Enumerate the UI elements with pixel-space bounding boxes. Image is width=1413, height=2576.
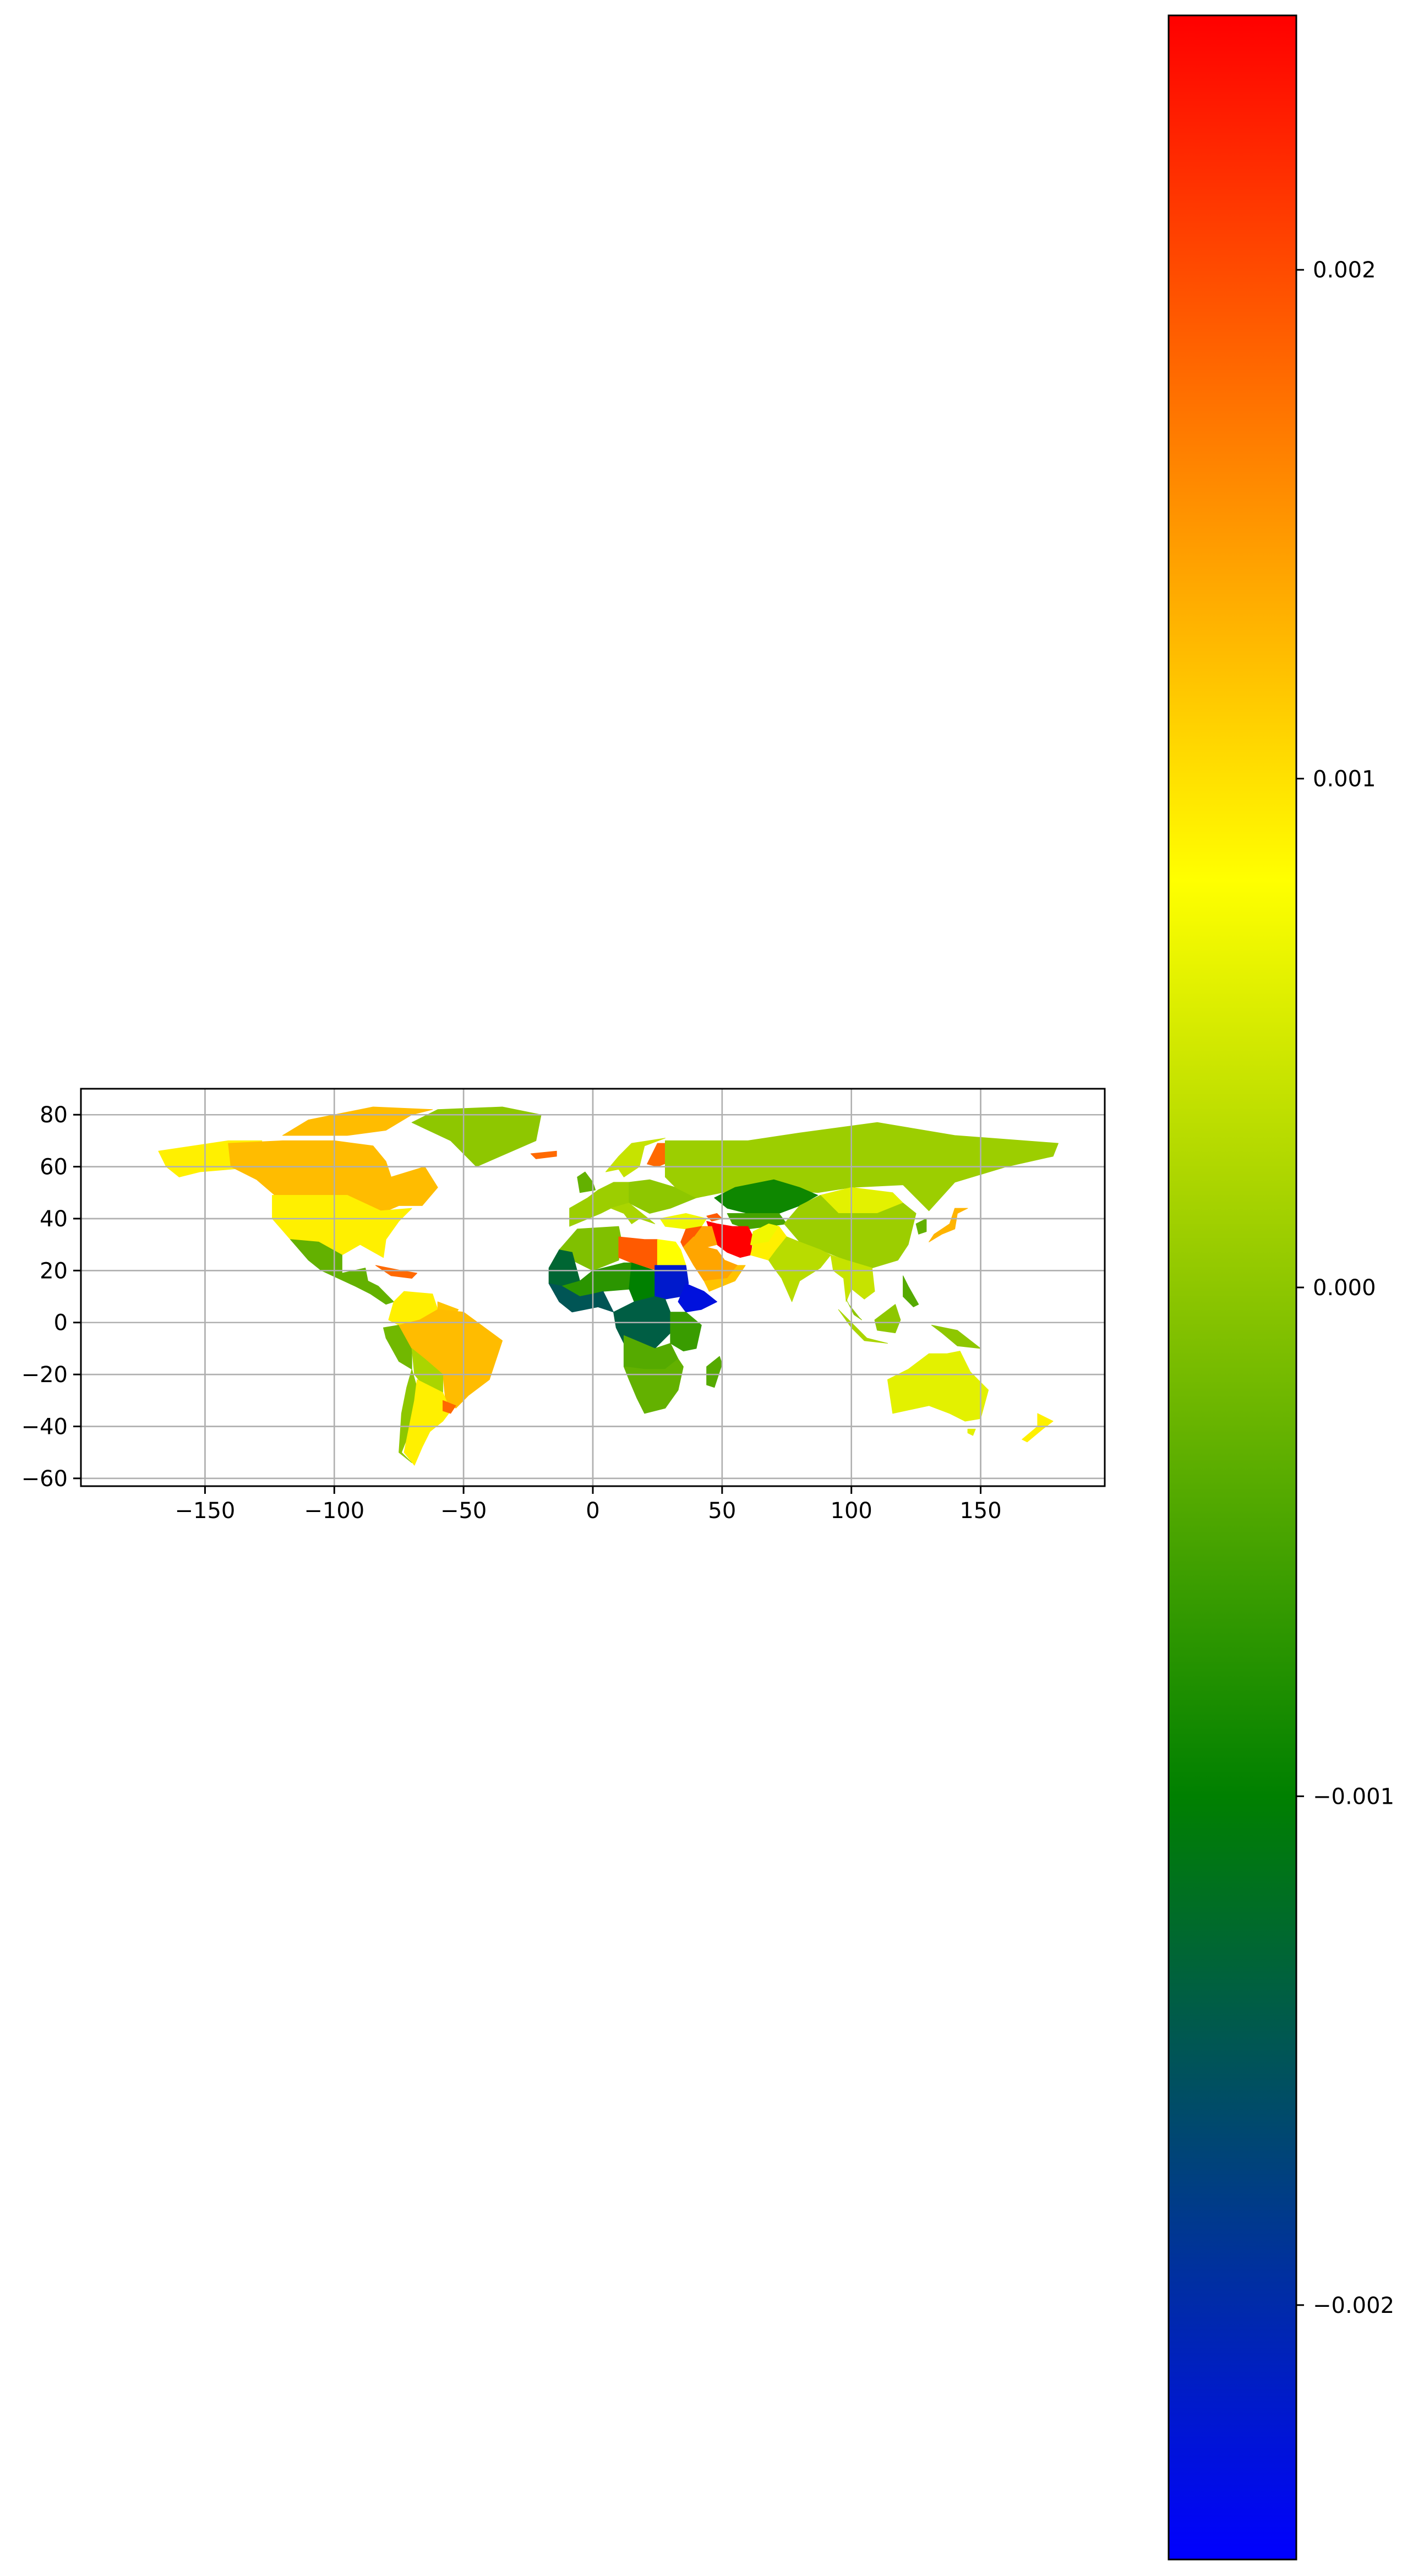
region-kazakhstan <box>714 1179 819 1214</box>
region-western-europe <box>569 1182 630 1227</box>
x-tick-label-1: −100 <box>304 1498 364 1524</box>
y-tick-label-5: 40 <box>40 1207 68 1232</box>
gridlines-overlay <box>81 1089 1105 1486</box>
region-ethiopia-horn <box>678 1283 717 1313</box>
x-tick-label-0: −150 <box>175 1498 236 1524</box>
region-japan <box>929 1208 968 1242</box>
x-tick-label-4: 50 <box>708 1498 736 1524</box>
x-tick-label-3: 0 <box>586 1498 599 1524</box>
colorbar-tick-label-4: 0.002 <box>1313 258 1376 283</box>
region-new-guinea <box>931 1324 981 1349</box>
region-uruguay <box>443 1400 456 1414</box>
colorbar-tick-label-0: −0.002 <box>1313 2293 1394 2318</box>
region-india <box>768 1236 831 1302</box>
colorbar-gradient <box>1168 14 1297 2561</box>
x-tick-label-2: −50 <box>440 1498 487 1524</box>
region-iceland <box>530 1150 557 1159</box>
region-mexico-central-america <box>290 1239 394 1305</box>
region-yemen-oman <box>703 1265 746 1292</box>
y-tick-label-3: 0 <box>54 1311 68 1336</box>
region-philippines <box>903 1275 919 1307</box>
x-axis-ticks: −150 −100 −50 0 50 100 150 <box>175 1486 1002 1524</box>
region-australia <box>887 1351 989 1422</box>
colorbar-ticks: −0.002 −0.001 0.000 0.001 0.002 <box>1296 258 1394 2318</box>
colorbar-tick-label-2: 0.000 <box>1313 1275 1376 1301</box>
region-borneo <box>874 1304 901 1334</box>
country-regions <box>158 1106 1059 1466</box>
region-eastern-europe <box>629 1179 697 1214</box>
y-tick-label-7: 80 <box>40 1103 68 1128</box>
region-malay-peninsula <box>845 1298 862 1320</box>
region-tasmania <box>967 1428 976 1436</box>
y-tick-label-6: 60 <box>40 1155 68 1180</box>
y-axis-ticks: −60 −40 −20 0 20 40 60 80 <box>21 1103 81 1492</box>
colorbar: −0.002 −0.001 0.000 0.001 0.002 <box>1168 14 1394 2561</box>
y-tick-label-1: −40 <box>21 1414 68 1439</box>
region-china <box>784 1195 916 1269</box>
map-axes: −150 −100 −50 0 50 100 150 −60 −40 −20 0 20 40 60 80 <box>21 1088 1106 1524</box>
x-tick-label-5: 100 <box>831 1498 872 1524</box>
region-levant <box>680 1226 702 1248</box>
region-gulf-of-guinea <box>548 1283 614 1313</box>
x-tick-label-6: 150 <box>959 1498 1001 1524</box>
region-indochina <box>830 1254 875 1302</box>
y-tick-label-0: −60 <box>21 1466 68 1492</box>
y-tick-label-4: 20 <box>40 1258 68 1284</box>
colorbar-tick-label-3: 0.001 <box>1313 767 1376 792</box>
region-greenland <box>411 1106 542 1167</box>
region-korea <box>915 1218 927 1235</box>
region-caribbean <box>375 1265 418 1279</box>
region-egypt <box>657 1239 686 1266</box>
colorbar-tick-label-1: −0.001 <box>1313 1784 1394 1809</box>
region-sumatra-java <box>838 1309 888 1344</box>
region-southern-africa <box>623 1358 684 1414</box>
region-madagascar <box>706 1356 723 1388</box>
y-tick-label-2: −20 <box>21 1362 68 1388</box>
